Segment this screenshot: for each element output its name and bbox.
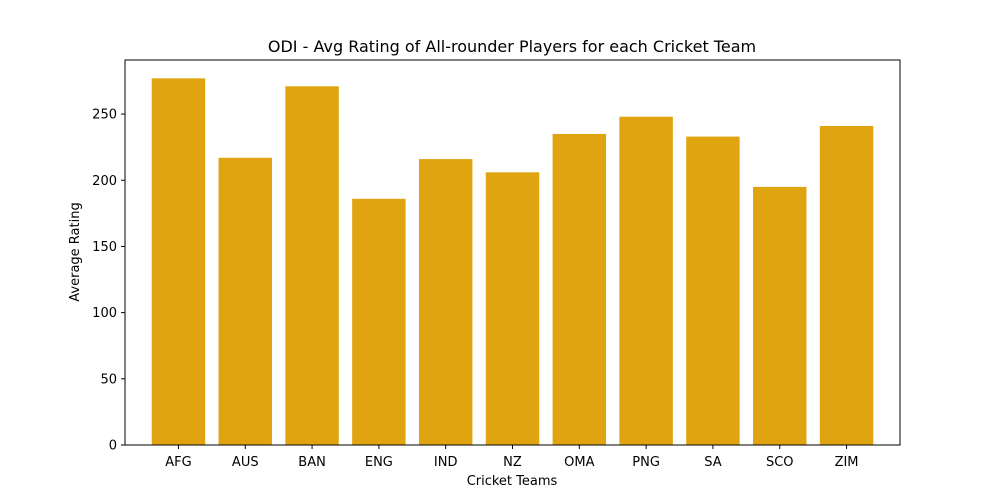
bar-png [619,116,673,445]
x-tick-label: OMA [564,455,594,470]
x-tick-label: PNG [632,455,660,470]
y-axis-ticks: 0 50 100 150 200 250 [92,108,125,454]
y-tick-label: 50 [100,372,117,387]
bar-aus [218,157,272,445]
x-tick-label: AFG [165,455,191,470]
plot-area-frame [124,59,901,446]
x-tick-label: SA [704,455,721,470]
x-tick-label: SCO [766,455,794,470]
bar-eng [352,198,406,445]
bar-zim [819,125,874,446]
y-axis-label: Average Rating [68,202,83,301]
x-tick-label: NZ [503,455,522,470]
x-tick-label: ZIM [835,455,859,470]
bar-ban [285,86,339,445]
bar-sco [753,186,807,445]
bars-group [151,78,874,446]
x-axis-ticks: AFG AUS BAN ENG IND NZ OMA PNG SA SCO ZIM [165,445,859,470]
chart-title: ODI - Avg Rating of All-rounder Players … [268,37,756,56]
x-tick-label: ENG [365,455,393,470]
x-axis-label: Cricket Teams [467,474,558,489]
bar-afg [151,78,206,445]
x-tick-label: AUS [232,455,259,470]
bar-ind [418,159,473,445]
x-tick-label: BAN [298,455,326,470]
bar-nz [485,172,540,445]
y-tick-label: 250 [92,108,117,123]
y-tick-label: 200 [92,174,117,189]
bar-oma [552,133,607,445]
y-tick-label: 0 [109,439,117,454]
bar-sa [686,136,740,445]
y-tick-label: 100 [92,306,117,321]
x-tick-label: IND [434,455,458,470]
y-tick-label: 150 [92,240,117,255]
